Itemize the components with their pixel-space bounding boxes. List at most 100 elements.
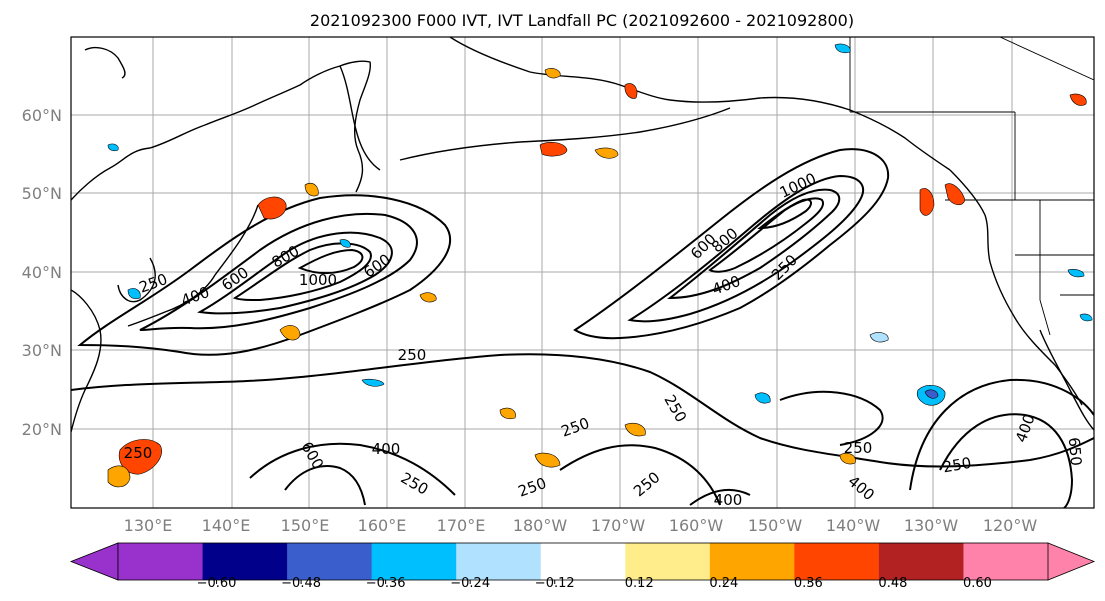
contour-1000-east [757, 198, 812, 230]
contour-600-west [196, 231, 393, 315]
colorbar-extend-max [1047, 542, 1096, 581]
contour-400-subtropics [249, 442, 456, 496]
latitude-label: 20°N [22, 420, 62, 439]
longitude-label: 130°E [124, 516, 173, 535]
contour-600-subtropics [284, 465, 366, 506]
longitude-label: 140°W [826, 516, 881, 535]
pc-patch [304, 182, 319, 197]
colorbar-cell [709, 543, 795, 580]
latitude-label: 60°N [22, 106, 62, 125]
contour-250-west [77, 194, 451, 356]
colorbar-tick-label: −0.36 [366, 576, 406, 591]
contour-400-east [627, 174, 865, 323]
colorbar-extend-min [69, 542, 119, 581]
colorbar [69, 542, 1096, 581]
contour-250-east-sub [909, 378, 1094, 491]
colorbar-cell [202, 543, 288, 580]
colorbar-cell [625, 543, 711, 580]
colorbar-cell [794, 543, 880, 580]
aleutian-arc [399, 107, 731, 161]
pc-patch [534, 452, 561, 468]
pc-patch [257, 196, 287, 220]
longitude-labels: 130°E 140°E 150°E 160°E 170°E 180°W 170°W 160°W… [124, 516, 1038, 535]
contour-label: 1000 [299, 271, 337, 289]
colorbar-tick-label: 0.48 [878, 576, 907, 591]
pc-patch [107, 465, 131, 488]
longitude-label: 160°E [358, 516, 407, 535]
pc-patch [279, 325, 301, 341]
colorbar-cell [118, 543, 204, 580]
contour-label: 250 [124, 444, 153, 462]
pc-patch [499, 407, 516, 420]
colorbar-cell [371, 543, 457, 580]
kamchatka-coastline [339, 65, 381, 171]
pc-patch [1069, 93, 1087, 106]
longitude-label: 180°W [513, 516, 568, 535]
pc-patch [834, 43, 851, 54]
pc-patch [1079, 313, 1093, 322]
colorbar-tick-label: −0.12 [535, 576, 575, 591]
chukotka-coastline [84, 46, 126, 79]
pc-patch [624, 83, 638, 99]
baja-coastline [1039, 329, 1094, 431]
pc-patch [594, 147, 619, 159]
colorbar-tick-label: 0.60 [963, 576, 992, 591]
asia-coastline [71, 60, 372, 201]
longitude-label: 140°E [202, 516, 251, 535]
contour-1000-west [297, 248, 364, 275]
colorbar-cell [540, 543, 626, 580]
pc-patch [944, 183, 966, 206]
pc-patch [919, 188, 935, 216]
longitude-label: 120°W [983, 516, 1038, 535]
pc-patch [127, 288, 141, 300]
colorbar-tick-label: 0.24 [709, 576, 738, 591]
korea-coastline [117, 257, 156, 303]
latitude-label: 30°N [22, 341, 62, 360]
north-america-coastline [949, 169, 1083, 406]
contour-250-ne-sub [779, 390, 884, 446]
colorbar-tick-label: 0.12 [625, 576, 654, 591]
longitude-label: 170°W [591, 516, 646, 535]
pc-patch [839, 452, 856, 465]
contour-400-west [139, 212, 418, 331]
contour-label: 400 [714, 491, 743, 509]
pc-patch [624, 422, 646, 437]
colorbar-tick-labels: −0.60 −0.48 −0.36 −0.24 −0.12 0.12 0.24 0.36 0.4… [197, 576, 992, 591]
latitude-label: 50°N [22, 184, 62, 203]
pc-patch [539, 141, 568, 157]
map-frame [70, 36, 1095, 509]
pc-patch [419, 292, 437, 303]
latitude-label: 40°N [22, 263, 62, 282]
contour-400-east-sub [939, 413, 1074, 508]
alaska-coastline [449, 37, 951, 171]
figure-title: 2021092300 F000 IVT, IVT Landfall PC (20… [310, 11, 854, 30]
contour-label: 400 [372, 440, 401, 458]
colorbar-cell [878, 543, 964, 580]
contour-label: 250 [844, 439, 873, 457]
china-coastline [71, 289, 102, 433]
pc-patch [544, 68, 561, 79]
pc-patch [924, 389, 939, 399]
japan-coastline [127, 204, 259, 327]
colorbar-cell [963, 543, 1049, 580]
pc-patch [107, 143, 119, 152]
ivt-contours [71, 148, 1094, 508]
contour-600-east [667, 188, 841, 300]
contour-800-east [708, 197, 824, 273]
contour-800-west [232, 242, 372, 302]
pc-anomalies [107, 43, 1093, 488]
gridlines [71, 37, 1094, 508]
longitude-label: 150°W [748, 516, 803, 535]
pc-patch [869, 332, 889, 343]
pc-patch [339, 239, 351, 248]
colorbar-cell [287, 543, 373, 580]
contour-label: 250 [398, 346, 427, 364]
longitude-label: 160°W [669, 516, 724, 535]
colorbar-tick-label: −0.24 [450, 576, 490, 591]
contour-label: 250 [941, 454, 972, 477]
contour-label: 650 [1065, 437, 1085, 467]
colorbar-cell [456, 543, 542, 580]
contour-250-subtropics [71, 353, 1094, 468]
